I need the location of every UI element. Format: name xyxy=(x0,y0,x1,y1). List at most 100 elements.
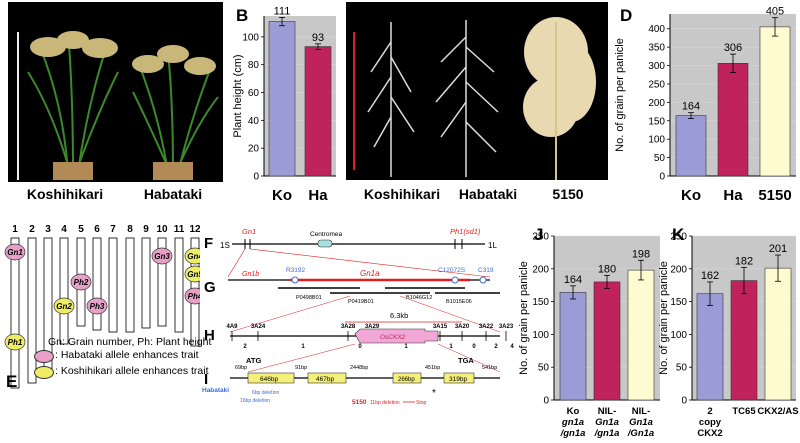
bar xyxy=(696,293,724,401)
chromosome-map-e: 123456789101112Gn1Ph1Gn2Ph2Ph3Gn3Gn4Gn5P… xyxy=(4,224,200,389)
label-5150-c: 5150 xyxy=(552,186,584,202)
i-hab-note2: 16bp deletion xyxy=(240,398,270,404)
y-tick-label: 0 xyxy=(543,396,549,407)
qtl-marker xyxy=(4,333,26,351)
y-tick-label: 150 xyxy=(648,116,665,127)
f-gene1: Gn1 xyxy=(242,227,256,236)
data-label: 164 xyxy=(682,101,700,113)
bar xyxy=(304,46,332,177)
category-label: TC65 xyxy=(732,406,756,417)
chromosome-number: 3 xyxy=(45,224,51,235)
chromosome-bar xyxy=(92,237,102,331)
chromosome-number: 5 xyxy=(78,224,84,235)
i-seg-3: 467bp xyxy=(316,376,334,383)
i-hab-note1: 6bp deletion xyxy=(252,390,279,396)
category-label: /gn1a xyxy=(560,428,586,439)
chromosome-bar xyxy=(10,237,20,389)
qtl-label: Ph4 xyxy=(188,292,200,301)
h-marker-label: 3A29 xyxy=(365,324,380,330)
y-tick-label: 0 xyxy=(681,396,687,407)
h-marker-label: 4A9 xyxy=(226,324,238,330)
category-label: Ha xyxy=(308,187,328,204)
h-count: 0 xyxy=(472,344,476,350)
panel-letter-i: I xyxy=(204,371,208,388)
qtl-marker xyxy=(151,247,173,265)
y-tick-label: 20 xyxy=(248,144,260,155)
i-asterisk: * xyxy=(432,388,436,399)
y-tick-label: 200 xyxy=(670,264,687,275)
chromosome-bar xyxy=(27,237,37,384)
i-atg: ATG xyxy=(246,356,261,365)
chromosome-number: 2 xyxy=(29,224,35,235)
y-tick-label: 0 xyxy=(253,172,259,183)
habataki-allele-marker xyxy=(34,350,54,363)
h-marker-label: 3A15 xyxy=(433,324,448,330)
qtl-marker xyxy=(53,297,75,315)
chromosome-bar xyxy=(157,237,167,327)
i-seg-1: 646bp xyxy=(260,376,278,383)
category-label: NIL- xyxy=(598,406,616,417)
y-tick-label: 40 xyxy=(248,116,260,127)
chromosome-bar xyxy=(141,237,151,329)
panicles-photo-c xyxy=(346,2,608,180)
g-bac-2: P0419B01 xyxy=(348,299,374,305)
y-axis-label: Plant height (cm) xyxy=(232,54,244,137)
y-tick-label: 150 xyxy=(670,297,687,308)
koshihikari-allele-marker xyxy=(34,366,54,379)
qtl-label: Gn1 xyxy=(7,248,23,257)
qtl-marker xyxy=(184,265,200,283)
qtl-label: Gn4 xyxy=(187,252,200,261)
y-tick-label: 150 xyxy=(532,297,549,308)
h-span: 6.3kb xyxy=(390,311,408,320)
y-axis-label: No. of grain per panicle xyxy=(518,261,530,375)
bar xyxy=(717,63,749,177)
i-stop: Stop xyxy=(416,400,427,406)
y-tick-label: 0 xyxy=(659,172,665,183)
h-marker-label: 3A22 xyxy=(479,324,494,330)
panel-letter-e: E xyxy=(6,372,18,391)
h-marker-label: 3A28 xyxy=(341,324,356,330)
h-count: 2 xyxy=(494,344,498,350)
y-tick-label: 400 xyxy=(648,24,665,35)
category-label: gn1a xyxy=(561,417,584,428)
bar xyxy=(764,267,792,401)
g-marker-3: C319 xyxy=(478,267,494,274)
data-label: 201 xyxy=(769,243,787,255)
data-label: 182 xyxy=(735,255,753,267)
data-label: 93 xyxy=(312,32,324,44)
g-bac-4: B1015E06 xyxy=(446,299,472,305)
f-centromere: Centromea xyxy=(310,231,343,238)
bar xyxy=(675,115,707,177)
y-tick-label: 50 xyxy=(654,153,666,164)
bar xyxy=(559,292,587,401)
chromosome-number: 4 xyxy=(61,224,67,235)
f-right-label: 1L xyxy=(488,241,497,250)
y-axis-label: No. of grain per panicle xyxy=(614,38,626,152)
i-5150: 5150 xyxy=(352,399,367,406)
chromosome-number: 1 xyxy=(12,224,18,235)
panicles-illustration xyxy=(346,2,608,180)
y-tick-label: 350 xyxy=(648,43,665,54)
category-label: CKX2/AS xyxy=(757,406,798,417)
category-label: Ko xyxy=(681,187,701,204)
f-left-label: 1S xyxy=(220,241,230,250)
y-tick-label: 250 xyxy=(648,79,665,90)
y-tick-label: 80 xyxy=(248,60,260,71)
category-label: Ko xyxy=(567,406,580,417)
h-count: 2 xyxy=(243,344,247,350)
category-label: /gn1a xyxy=(594,428,620,439)
label-koshihikari-c: Koshihikari xyxy=(363,186,441,202)
y-tick-label: 100 xyxy=(242,32,259,43)
data-label: 198 xyxy=(632,248,650,260)
y-tick-label: 50 xyxy=(538,363,550,374)
chromosome-bar xyxy=(108,237,118,333)
qtl-marker xyxy=(86,297,108,315)
g-bac-3: B1046G12 xyxy=(406,295,432,301)
data-label: 405 xyxy=(766,6,784,18)
bar xyxy=(593,281,621,401)
category-label: Ko xyxy=(272,187,292,204)
chromosome-bar xyxy=(59,237,69,345)
data-label: 111 xyxy=(274,5,291,17)
i-seg-8: 541bp xyxy=(482,365,497,371)
